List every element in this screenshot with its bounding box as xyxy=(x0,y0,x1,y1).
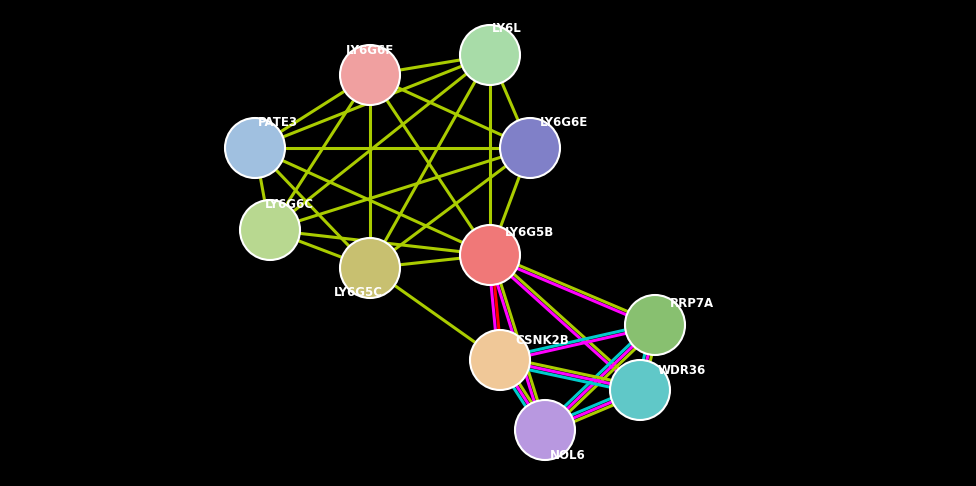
Text: LY6G6C: LY6G6C xyxy=(265,197,314,210)
Circle shape xyxy=(340,238,400,298)
Circle shape xyxy=(225,118,285,178)
Circle shape xyxy=(515,400,575,460)
Circle shape xyxy=(460,25,520,85)
Circle shape xyxy=(240,200,300,260)
Circle shape xyxy=(625,295,685,355)
Text: LY6G5C: LY6G5C xyxy=(334,285,383,298)
Text: NOL6: NOL6 xyxy=(550,449,586,462)
Text: LY6G5B: LY6G5B xyxy=(505,226,554,239)
Circle shape xyxy=(460,225,520,285)
Text: RRP7A: RRP7A xyxy=(670,296,714,310)
Text: LY6L: LY6L xyxy=(492,21,522,35)
Text: LY6G6E: LY6G6E xyxy=(540,116,589,128)
Text: CSNK2B: CSNK2B xyxy=(515,333,569,347)
Circle shape xyxy=(470,330,530,390)
Circle shape xyxy=(500,118,560,178)
Text: LY6G6F: LY6G6F xyxy=(346,44,394,56)
Circle shape xyxy=(610,360,670,420)
Circle shape xyxy=(340,45,400,105)
Text: WDR36: WDR36 xyxy=(658,364,707,377)
Text: PATE3: PATE3 xyxy=(258,116,298,128)
